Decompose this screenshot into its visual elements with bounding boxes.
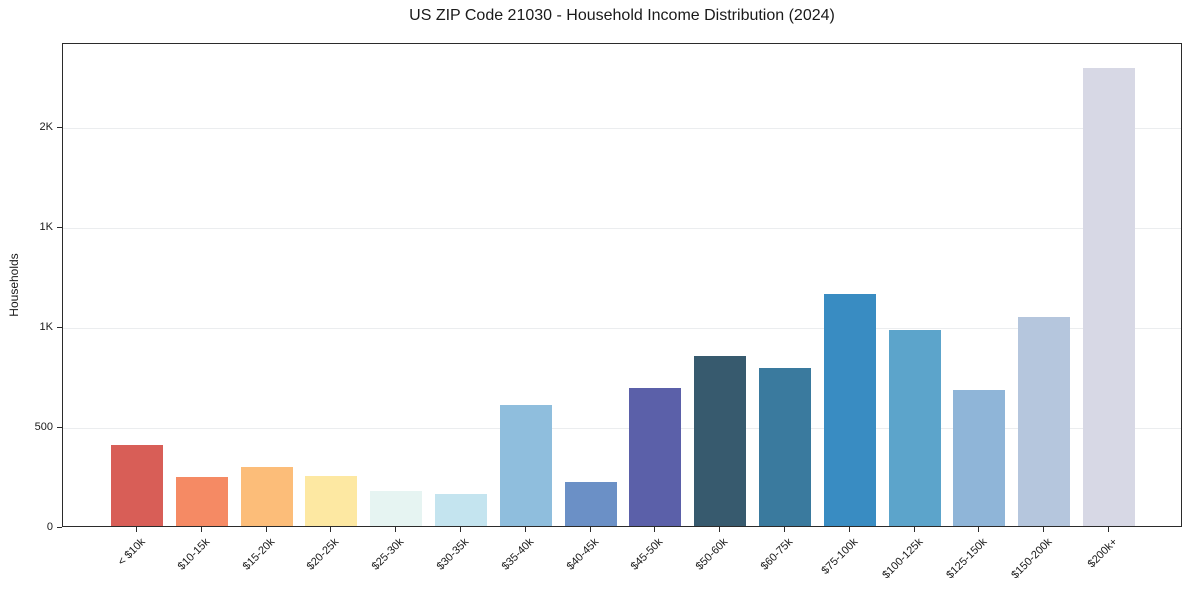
- bar-60-75k: [759, 368, 811, 526]
- bar-75-100k: [824, 294, 876, 526]
- y-tick-label-text: 500: [34, 421, 53, 433]
- x-axis-tick: [654, 527, 655, 532]
- x-tick-label-text: $125-150k: [944, 536, 990, 582]
- x-tick-label-text: $150-200k: [1009, 536, 1055, 582]
- x-axis-tick: [978, 527, 979, 532]
- x-tick-label-text: $10-15k: [175, 536, 213, 573]
- x-tick-label-text: $40-45k: [564, 536, 602, 573]
- plot-area: [62, 43, 1182, 527]
- gridline: [63, 228, 1181, 229]
- x-axis-tick: [914, 527, 915, 532]
- x-tick-label-text: $20-25k: [304, 536, 342, 573]
- bar-50-60k: [694, 356, 746, 526]
- x-axis-tick: [525, 527, 526, 532]
- bar-30-35k: [435, 494, 487, 526]
- x-axis-tick: [136, 527, 137, 532]
- y-tick-label-text: 1K: [39, 221, 53, 233]
- x-axis-tick: [719, 527, 720, 532]
- y-axis-tick: [57, 327, 62, 328]
- gridline: [63, 428, 1181, 429]
- y-tick-label-text: 2K: [39, 121, 53, 133]
- bar-10-15k: [176, 477, 228, 526]
- x-axis-tick: [849, 527, 850, 532]
- x-axis-tick: [784, 527, 785, 532]
- y-tick-label-text: 0: [46, 521, 53, 533]
- x-tick-label-text: $75-100k: [819, 536, 861, 577]
- gridline: [63, 328, 1181, 329]
- x-tick-label-text: $200k+: [1085, 536, 1120, 571]
- bar-35-40k: [500, 405, 552, 526]
- bar-20-25k: [305, 476, 357, 526]
- bar-15-20k: [241, 467, 293, 526]
- x-tick-label-text: $30-35k: [434, 536, 472, 573]
- x-axis-tick: [266, 527, 267, 532]
- y-axis-tick: [57, 427, 62, 428]
- bar-125-150k: [953, 390, 1005, 526]
- x-axis-tick: [1108, 527, 1109, 532]
- gridline: [63, 128, 1181, 129]
- bar-200k: [1083, 68, 1135, 526]
- bar-100-125k: [889, 330, 941, 526]
- bar-40-45k: [565, 482, 617, 526]
- x-axis-tick: [395, 527, 396, 532]
- bar-150-200k: [1018, 317, 1070, 526]
- y-tick-label-text: 1K: [39, 321, 53, 333]
- x-tick-label-text: $100-125k: [880, 536, 926, 582]
- bar-45-50k: [629, 388, 681, 526]
- y-axis-tick: [57, 127, 62, 128]
- x-axis-tick: [590, 527, 591, 532]
- y-axis-label: Households: [7, 253, 21, 317]
- y-axis-tick: [57, 227, 62, 228]
- x-tick-label-text: $15-20k: [240, 536, 278, 573]
- x-tick-label-text: $45-50k: [628, 536, 666, 573]
- x-axis-tick: [460, 527, 461, 532]
- bar-25-30k: [370, 491, 422, 526]
- x-tick-label-text: $50-60k: [693, 536, 731, 573]
- x-tick-label-text: $35-40k: [499, 536, 537, 573]
- y-axis-tick: [57, 527, 62, 528]
- x-tick-label-text: $60-75k: [758, 536, 796, 573]
- x-tick-label-text: $25-30k: [369, 536, 407, 573]
- x-axis-tick: [201, 527, 202, 532]
- x-axis-tick: [1043, 527, 1044, 532]
- x-axis-tick: [330, 527, 331, 532]
- x-tick-label-text: < $10k: [115, 536, 148, 569]
- chart-title: US ZIP Code 21030 - Household Income Dis…: [409, 7, 835, 24]
- bar-10k: [111, 445, 163, 526]
